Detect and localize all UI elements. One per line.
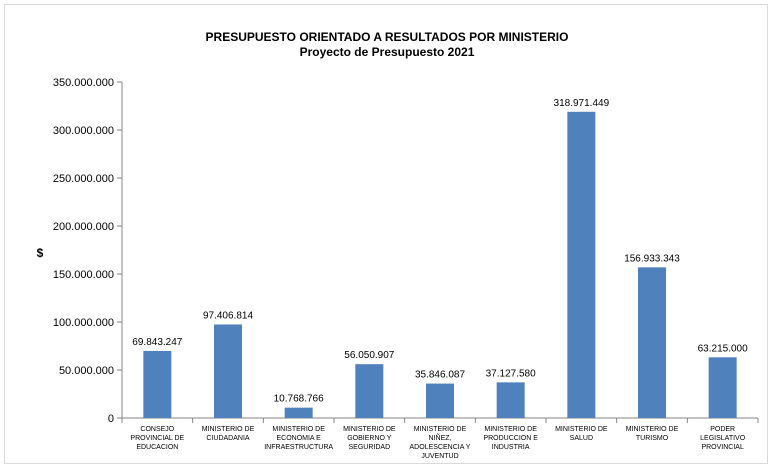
y-tick-label: 50.000.000: [59, 365, 114, 377]
category-label: MINISTERIO DE GOBIERNO Y SEGURIDAD: [343, 426, 396, 451]
bar: [284, 407, 313, 418]
bar: [708, 357, 737, 418]
data-label: 97.406.814: [203, 310, 253, 321]
y-tick-label: 300.000.000: [53, 125, 114, 137]
data-label: 156.933.343: [624, 253, 680, 264]
data-label: 10.768.766: [274, 394, 324, 405]
y-tick-label: 100.000.000: [53, 317, 114, 329]
data-label: 63.215.000: [698, 343, 748, 354]
category-label: MINISTERIO DE CIUDADANIA: [202, 426, 255, 442]
data-label: 56.050.907: [344, 350, 394, 361]
category-label: MINISTERIO DE ECONOMIA E INFRAESTRUCTURA: [264, 426, 333, 451]
category-label: MINISTERIO DE NIÑEZ, ADOLESCENCIA Y JUVENTU…: [410, 426, 471, 460]
y-tick-label: 150.000.000: [53, 269, 114, 281]
bar: [567, 111, 596, 418]
bar: [214, 324, 242, 418]
category-label: MINISTERIO DE TURISMO: [626, 426, 679, 442]
bar: [143, 350, 172, 418]
data-label: 318.971.449: [554, 98, 610, 109]
bar: [496, 382, 525, 418]
bar: [426, 383, 454, 418]
bar: [638, 267, 666, 418]
data-label: 37.127.580: [486, 368, 536, 379]
category-label: PODER LEGISLATIVO PROVINCIAL: [700, 426, 746, 451]
bar: [355, 364, 384, 418]
data-label: 35.846.087: [415, 370, 465, 381]
category-label: MINISTERIO DE PRODUCCION E INDUSTRIA: [483, 426, 538, 451]
category-label: CONSEJO PROVINCIAL DE EDUCACION: [130, 426, 184, 451]
chart-title: PRESUPUESTO ORIENTADO A RESULTADOS POR M…: [0, 30, 774, 60]
chart-subtitle-text: Proyecto de Presupuesto 2021: [299, 45, 475, 59]
category-label: MINISTERIO DE SALUD: [555, 426, 608, 442]
y-tick-label: 0: [108, 413, 114, 425]
data-label: 69.843.247: [132, 337, 182, 348]
chart-title-text: PRESUPUESTO ORIENTADO A RESULTADOS POR M…: [205, 30, 569, 44]
y-tick-label: 200.000.000: [53, 221, 114, 233]
y-tick-label: 250.000.000: [53, 173, 114, 185]
y-tick-label: 350.000.000: [53, 77, 114, 89]
y-axis-label: $: [37, 246, 44, 260]
